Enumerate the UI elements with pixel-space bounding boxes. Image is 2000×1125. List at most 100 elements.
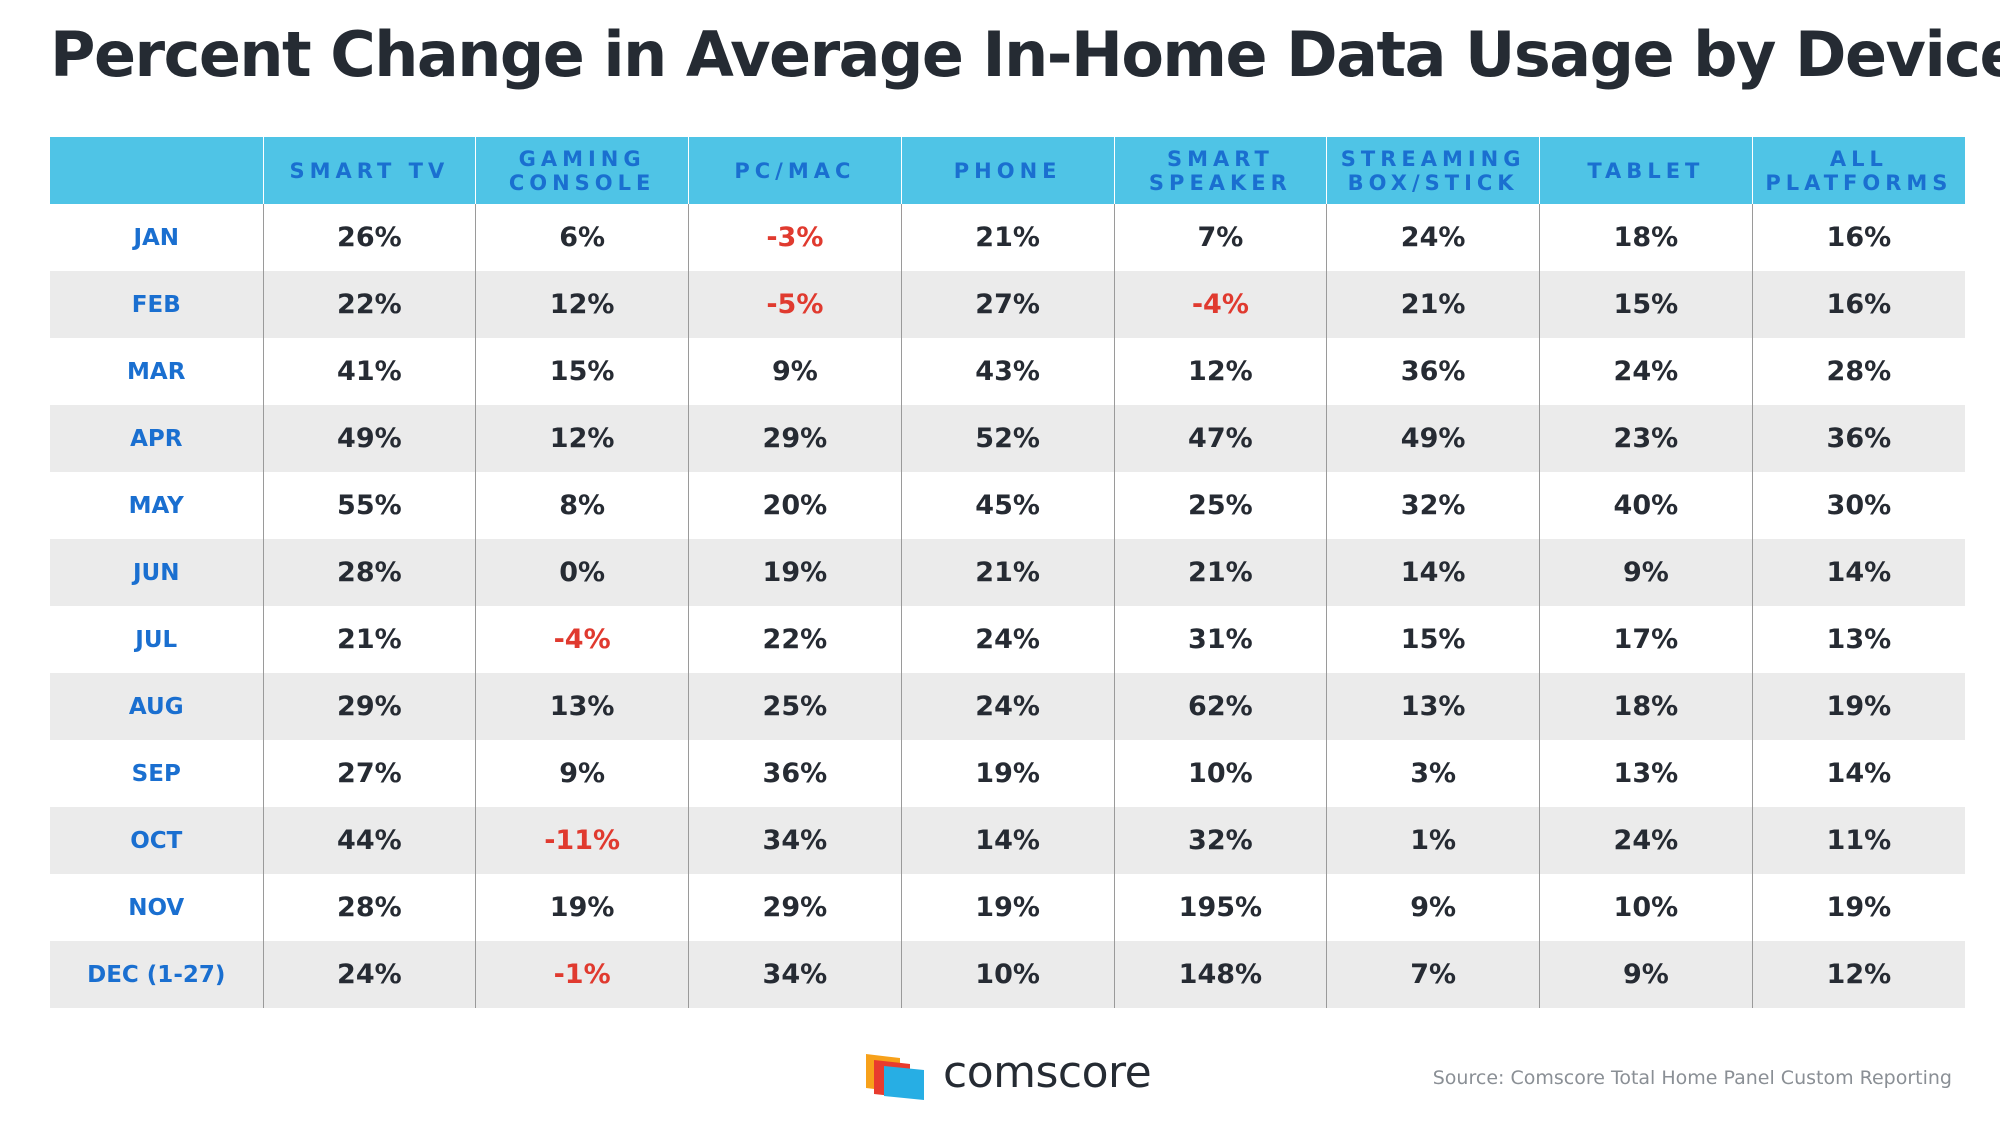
table-cell: 55% (262, 472, 476, 539)
table-row: MAY 55% 8% 20% 45% 25% 32% 40% 30% (50, 472, 1965, 539)
table-cell: 20% (688, 472, 902, 539)
table-cell: 28% (262, 874, 476, 941)
table-cell: 43% (900, 338, 1114, 405)
row-label: JUN (50, 539, 263, 606)
table-cell: -5% (688, 271, 902, 338)
table-cell: 28% (262, 539, 476, 606)
table-cell: 11% (1751, 807, 1965, 874)
row-label: DEC (1-27) (50, 941, 263, 1008)
table-cell: 29% (688, 874, 902, 941)
column-header-phone: PHONE (900, 137, 1114, 204)
column-header-smart-speaker: SMART SPEAKER (1113, 137, 1327, 204)
table-cell: 36% (1751, 405, 1965, 472)
table-cell: -11% (475, 807, 689, 874)
row-label: MAY (128, 492, 184, 519)
table-row: MAR 41% 15% 9% 43% 12% 36% 24% 28% (50, 338, 1965, 405)
table-cell: 13% (1326, 673, 1540, 740)
source-note: Source: Comscore Total Home Panel Custom… (1432, 1067, 1952, 1089)
table-cell: 19% (900, 740, 1114, 807)
table-cell: 24% (262, 941, 476, 1008)
table-row: DEC (1-27) 24% -1% 34% 10% 148% 7% 9% 12% (50, 941, 1965, 1008)
row-label: OCT (50, 807, 263, 874)
data-table: SMART TV GAMING CONSOLE PC/MAC PHONE SMART SPE… (50, 137, 1965, 1008)
table-cell: 19% (475, 874, 689, 941)
table-cell: 24% (900, 606, 1114, 673)
table-cell: 15% (1326, 606, 1540, 673)
table-cell: 24% (1539, 338, 1753, 405)
table-cell: 28% (1751, 338, 1965, 405)
table-cell: 16% (1751, 271, 1965, 338)
table-cell: 29% (688, 405, 902, 472)
table-cell: 45% (900, 472, 1114, 539)
table-row: JUN 28% 0% 19% 21% 21% 14% 9% 14% (50, 539, 1965, 606)
table-cell: 16% (1751, 204, 1965, 271)
table-row: SEP 27% 9% 36% 19% 10% 3% 13% 14% (50, 740, 1965, 807)
column-header-gaming-console: GAMING CONSOLE (475, 137, 689, 204)
table-cell: 13% (1539, 740, 1753, 807)
table-cell: 148% (1113, 941, 1327, 1008)
table-cell: 13% (475, 673, 689, 740)
table-cell: 22% (688, 606, 902, 673)
table-cell: 22% (262, 271, 476, 338)
table-cell: 195% (1113, 874, 1327, 941)
table-cell: 21% (900, 204, 1114, 271)
table-cell: 25% (1113, 472, 1327, 539)
table-cell: 47% (1113, 405, 1327, 472)
column-header-pc-mac: PC/MAC (688, 137, 902, 204)
table-cell: 21% (900, 539, 1114, 606)
table-row: AUG 29% 13% 25% 24% 62% 13% 18% 19% (50, 673, 1965, 740)
row-label: JUL (135, 626, 178, 653)
table-cell: 9% (688, 338, 902, 405)
table-cell: 24% (1539, 807, 1753, 874)
table-cell: 62% (1113, 673, 1327, 740)
table-cell: 1% (1326, 807, 1540, 874)
table-cell: 9% (1326, 874, 1540, 941)
table-cell: 18% (1539, 204, 1753, 271)
table-cell: 24% (1326, 204, 1540, 271)
table-cell: 30% (1751, 472, 1965, 539)
table-row: OCT 44% -11% 34% 14% 32% 1% 24% 11% (50, 807, 1965, 874)
table-cell: 34% (688, 941, 902, 1008)
table-cell: 3% (1326, 740, 1540, 807)
column-header-tablet: TABLET (1539, 137, 1753, 204)
table-cell: 12% (1751, 941, 1965, 1008)
table-cell: 9% (475, 740, 689, 807)
table-cell: 29% (262, 673, 476, 740)
table-row: NOV 28% 19% 29% 19% 195% 9% 10% 19% (50, 874, 1965, 941)
table-cell: 52% (900, 405, 1114, 472)
table-cell: 14% (1751, 740, 1965, 807)
table-cell: 19% (688, 539, 902, 606)
table-cell: 21% (1113, 539, 1327, 606)
table-cell: 44% (262, 807, 476, 874)
row-label: SEP (131, 760, 181, 787)
column-header-all-platforms: ALL PLATFORMS (1751, 137, 1965, 204)
table-cell: 10% (1113, 740, 1327, 807)
table-cell: 8% (475, 472, 689, 539)
table-cell: 36% (688, 740, 902, 807)
table-cell: 14% (900, 807, 1114, 874)
table-row: JUL 21% -4% 22% 24% 31% 15% 17% 13% (50, 606, 1965, 673)
table-cell: 21% (262, 606, 476, 673)
table-cell: 0% (475, 539, 689, 606)
table-cell: 10% (1539, 874, 1753, 941)
header-corner (50, 137, 263, 204)
data-table-container: SMART TV GAMING CONSOLE PC/MAC PHONE SMART SPE… (50, 137, 1965, 1008)
table-cell: 19% (1751, 673, 1965, 740)
table-cell: 10% (900, 941, 1114, 1008)
table-cell: 26% (262, 204, 476, 271)
table-cell: 41% (262, 338, 476, 405)
logo-wordmark: comscore (943, 1047, 1152, 1098)
row-label: FEB (50, 271, 263, 338)
table-row: APR 49% 12% 29% 52% 47% 49% 23% 36% (50, 405, 1965, 472)
table-cell: 13% (1751, 606, 1965, 673)
row-label: NOV (128, 894, 185, 921)
table-cell: 6% (475, 204, 689, 271)
table-header: SMART TV GAMING CONSOLE PC/MAC PHONE SMART SPE… (50, 137, 1965, 204)
table-cell: 12% (475, 405, 689, 472)
table-cell: 32% (1113, 807, 1327, 874)
table-cell: 19% (1751, 874, 1965, 941)
table-cell: 40% (1539, 472, 1753, 539)
table-cell: 49% (262, 405, 476, 472)
table-cell: -3% (688, 204, 902, 271)
table-row: JAN 26% 6% -3% 21% 7% 24% 18% 16% (50, 204, 1965, 271)
